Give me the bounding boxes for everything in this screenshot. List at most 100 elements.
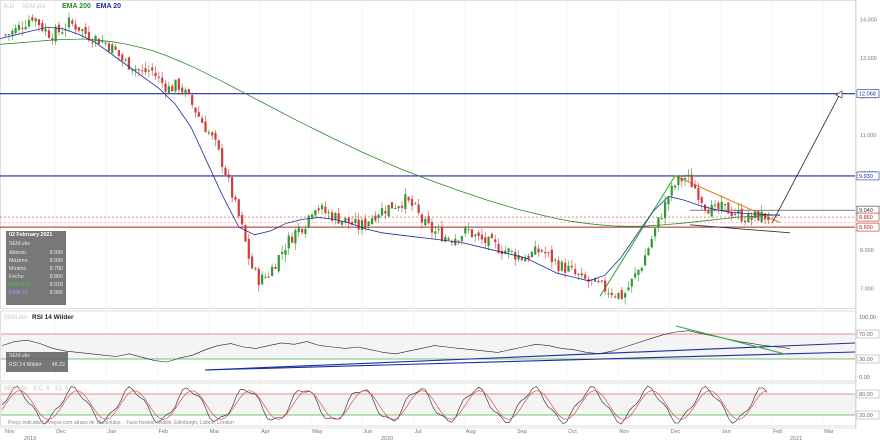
candle-body (397, 206, 400, 209)
horizontal-levels (0, 93, 855, 228)
candle-body (767, 217, 770, 221)
candle-body (700, 197, 703, 204)
candle-body (374, 215, 377, 221)
candle-body (261, 274, 264, 285)
candle-body (740, 208, 743, 222)
candle-body (81, 29, 84, 32)
candle-body (171, 86, 174, 92)
rsi-title: RSI 14 Wilder (32, 314, 74, 321)
candle-body (207, 132, 210, 134)
stoch-tag-box (856, 410, 880, 420)
candle-body (427, 216, 430, 224)
candle-body (577, 273, 580, 275)
candle-body (544, 252, 547, 254)
candle-body (24, 26, 27, 30)
candle-body (221, 148, 224, 167)
candle-body (647, 248, 650, 256)
legend-row-value: 8.906 (49, 290, 63, 296)
candle-body (737, 210, 740, 214)
legend-row-value: 8.860 (49, 274, 63, 280)
candle-body (37, 19, 41, 26)
candle-body (334, 212, 337, 220)
stoch-tick-label: 80.00 (859, 392, 873, 398)
candle-body (87, 32, 91, 41)
candle-body (267, 276, 270, 278)
candle-body (517, 255, 520, 260)
candle-body (660, 218, 663, 220)
candle-body (84, 27, 87, 34)
candle-body (241, 214, 244, 225)
candle-body (490, 233, 494, 239)
candle-body (630, 278, 633, 287)
candle-body (640, 267, 643, 271)
candle-body (111, 44, 114, 54)
candle-body (620, 290, 623, 299)
legend-row: EMA 200 8.918 (6, 281, 66, 289)
candle-body (760, 211, 763, 223)
candle-body (54, 26, 57, 42)
month-tick-label: Mar (210, 429, 220, 435)
candle-body (424, 218, 427, 226)
candle-body (570, 265, 573, 268)
ema20-line (0, 26, 781, 282)
candle-body (290, 236, 294, 243)
candle-body (340, 220, 344, 225)
candle-body (327, 212, 330, 214)
candle-body (204, 121, 207, 133)
candle-body (31, 17, 34, 21)
month-tick-label: Feb (159, 429, 168, 435)
candle-body (607, 293, 610, 295)
rsi-tag-box (856, 329, 880, 339)
candle-body (440, 227, 444, 242)
price-tag-label: 8.860 (859, 215, 873, 221)
rsi-legend-symbol-row: SEM.elis (6, 352, 68, 361)
stoch-tick-label: 20.00 (859, 413, 873, 419)
candle-body (254, 268, 257, 270)
candle-body (717, 202, 720, 210)
candle-body (257, 269, 260, 286)
candle-body (444, 236, 447, 242)
candle-body (753, 211, 757, 219)
month-tick-label: Feb (773, 429, 782, 435)
source-note: Preço indicativo. Preços com atraso de 1… (8, 420, 234, 426)
candle-body (151, 67, 154, 71)
month-tick-label: Mar (824, 429, 834, 435)
candle-body (713, 204, 717, 206)
candle-body (11, 30, 14, 35)
candle-body (41, 23, 44, 31)
candle-body (61, 32, 64, 34)
candle-body (597, 280, 600, 282)
candle-body (670, 185, 673, 196)
candle-body (554, 259, 557, 261)
month-tick-label: Jul (415, 429, 422, 435)
price-tick-label: 14.000 (860, 17, 877, 23)
candle-body (307, 215, 310, 227)
legend-row-label: Mínimo (9, 266, 27, 272)
candle-body (520, 257, 523, 261)
candle-body (627, 287, 630, 291)
candle-body (417, 204, 420, 213)
candle-body (484, 237, 487, 244)
legend-row-value: 8.780 (49, 266, 63, 272)
candle-body (614, 296, 617, 298)
candle-body (457, 240, 460, 242)
candle-body (124, 59, 127, 61)
candle-body (494, 239, 497, 243)
legend-row-label: Fecho (9, 274, 24, 280)
candle-body (211, 132, 214, 136)
candle-body (537, 248, 540, 253)
legend-row: Mínimo 8.780 (6, 265, 66, 273)
projection-arrowhead (835, 90, 843, 99)
candle-body (407, 197, 410, 201)
rsi-line (1, 330, 791, 363)
legend-row-label: EMA 200 (9, 282, 31, 288)
rsi-trendline-green (675, 325, 786, 355)
candle-body (137, 69, 140, 71)
candle-body (377, 214, 380, 218)
month-tick-label: Jun (363, 429, 372, 435)
candle-body (447, 238, 450, 240)
candle-body (387, 205, 390, 217)
candle-body (720, 201, 723, 210)
